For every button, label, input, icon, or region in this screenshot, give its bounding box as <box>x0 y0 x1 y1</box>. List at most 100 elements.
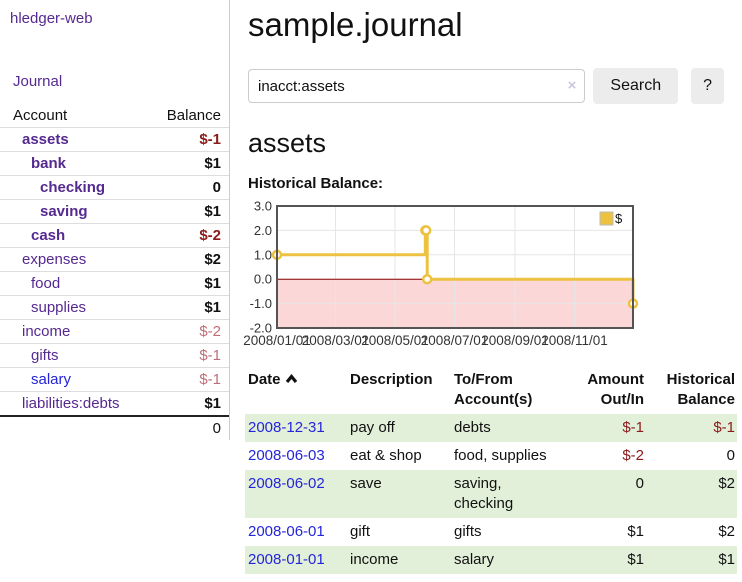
account-link-gifts[interactable]: gifts <box>31 347 59 364</box>
data-point-marker <box>420 225 432 236</box>
sidebar-item-journal[interactable]: Journal <box>13 73 63 90</box>
transaction-amount: 0 <box>635 475 644 492</box>
accounts-col-balance: Balance <box>150 104 229 128</box>
transactions-header-row: Date Description To/From Account(s) Amou… <box>245 366 737 414</box>
account-link-bank[interactable]: bank <box>31 155 67 172</box>
accounts-table-body: assets $-1 bank $1 checking 0 saving $1 cash $-2 e… <box>0 127 229 417</box>
account-link-saving[interactable]: saving <box>40 203 88 220</box>
col-date-label: Date <box>248 371 281 388</box>
transaction-accounts: salary <box>454 551 495 568</box>
clear-search-icon[interactable]: × <box>567 77 577 94</box>
transaction-date-link[interactable]: 2008-06-01 <box>248 523 325 540</box>
transaction-row: 2008-12-31 pay off debts $-1 $-1 <box>245 414 737 442</box>
transaction-date-link[interactable]: 2008-06-02 <box>248 475 325 492</box>
transaction-accounts: saving, checking <box>454 475 514 512</box>
account-balance: $-2 <box>150 223 229 248</box>
account-balance: $1 <box>150 199 229 224</box>
account-balance: $-1 <box>150 367 229 392</box>
x-axis-tick-label: 2008/11/01 <box>541 333 608 348</box>
transaction-description: income <box>350 551 399 568</box>
transaction-balance: $-1 <box>713 419 735 436</box>
account-row: supplies $1 <box>0 295 229 320</box>
x-axis-tick-label: 2008/03/01 <box>302 333 370 348</box>
transaction-accounts: debts <box>454 419 491 436</box>
transaction-amount: $-2 <box>622 447 644 464</box>
accounts-table: Account Balance assets $-1 bank $1 checking 0… <box>0 104 229 440</box>
data-point-marker <box>421 273 433 285</box>
plot-border <box>276 205 634 329</box>
search-bar: × Search ? <box>248 68 724 104</box>
transaction-row: 2008-06-02 save saving, checking 0 $2 <box>245 470 737 518</box>
transaction-balance: $2 <box>718 475 735 492</box>
transaction-description: pay off <box>350 419 395 436</box>
y-axis-tick-label: 3.0 <box>254 199 272 214</box>
account-balance: $-1 <box>150 343 229 368</box>
account-link-assets[interactable]: assets <box>22 131 69 148</box>
x-axis-tick-label: 2008/09/01 <box>481 333 549 348</box>
sidebar: hledger-web Journal Account Balance asse… <box>0 0 230 440</box>
brand-link[interactable]: hledger-web <box>10 10 93 27</box>
transaction-amount: $-1 <box>622 419 644 436</box>
account-balance: $1 <box>150 271 229 296</box>
transaction-date-link[interactable]: 2008-06-03 <box>248 447 325 464</box>
main-content: sample.journal × Search ? assets Histori… <box>230 0 737 574</box>
account-balance: $1 <box>150 295 229 320</box>
col-historical-balance: Historical Balance <box>666 371 735 408</box>
account-balance: $-2 <box>150 319 229 344</box>
transaction-balance: 0 <box>726 447 735 464</box>
transaction-description: gift <box>350 523 371 540</box>
y-axis-tick-label: 2.0 <box>254 223 272 238</box>
col-date[interactable]: Date <box>245 366 342 414</box>
account-row: saving $1 <box>0 199 229 224</box>
transaction-accounts: gifts <box>454 523 482 540</box>
account-link-food[interactable]: food <box>31 275 61 292</box>
sort-ascending-icon <box>285 373 297 384</box>
account-row: food $1 <box>0 271 229 296</box>
account-row: bank $1 <box>0 151 229 176</box>
account-row: checking 0 <box>0 175 229 200</box>
legend-label: $ <box>615 211 623 226</box>
account-balance: $2 <box>150 247 229 272</box>
y-axis-tick-label: -1.0 <box>250 296 272 311</box>
account-row: gifts $-1 <box>0 343 229 368</box>
transaction-description: save <box>350 475 382 492</box>
transaction-date-link[interactable]: 2008-01-01 <box>248 551 325 568</box>
account-link-salary[interactable]: salary <box>31 371 72 388</box>
account-link-income[interactable]: income <box>22 323 71 340</box>
x-axis-tick-label: 2008/05/01 <box>361 333 429 348</box>
transaction-amount: $1 <box>627 523 644 540</box>
accounts-total-value: 0 <box>150 415 229 440</box>
account-balance: $1 <box>150 391 229 417</box>
account-balance: 0 <box>150 175 229 200</box>
accounts-total-spacer <box>0 415 151 440</box>
accounts-header-row: Account Balance <box>0 104 229 128</box>
account-link-supplies[interactable]: supplies <box>31 299 87 316</box>
account-row: assets $-1 <box>0 127 229 152</box>
transaction-amount: $1 <box>627 551 644 568</box>
transactions-table-body: 2008-12-31 pay off debts $-1 $-1 2008-06-03 ea… <box>245 414 737 574</box>
account-link-cash[interactable]: cash <box>31 227 66 244</box>
transaction-date-link[interactable]: 2008-12-31 <box>248 419 325 436</box>
transactions-table: Date Description To/From Account(s) Amou… <box>245 366 737 574</box>
x-axis-tick-label: 2008/07/01 <box>421 333 489 348</box>
account-link-checking[interactable]: checking <box>40 179 106 196</box>
col-amount: Amount Out/In <box>587 371 644 408</box>
account-link-expenses[interactable]: expenses <box>22 251 87 268</box>
search-button[interactable]: Search <box>593 68 679 104</box>
account-row: expenses $2 <box>0 247 229 272</box>
historical-balance-chart: $3.0 2.0 1.0 0.0 -1.0 -2.02008/01/012008/03/0… <box>243 199 639 348</box>
help-button[interactable]: ? <box>691 68 724 104</box>
y-axis-tick-label: 0.0 <box>254 272 272 287</box>
search-input[interactable] <box>248 69 586 103</box>
account-row: salary $-1 <box>0 367 229 392</box>
account-heading: assets <box>248 128 327 158</box>
transaction-row: 2008-06-01 gift gifts $1 $2 <box>245 518 737 546</box>
page-title: sample.journal <box>248 6 463 43</box>
legend-swatch <box>599 211 614 226</box>
col-description: Description <box>350 371 433 388</box>
account-link-liabilities-debts[interactable]: liabilities:debts <box>22 395 120 412</box>
account-balance: $-1 <box>150 127 229 152</box>
transaction-row: 2008-06-03 eat & shop food, supplies $-2 0 <box>245 442 737 470</box>
account-row: income $-2 <box>0 319 229 344</box>
